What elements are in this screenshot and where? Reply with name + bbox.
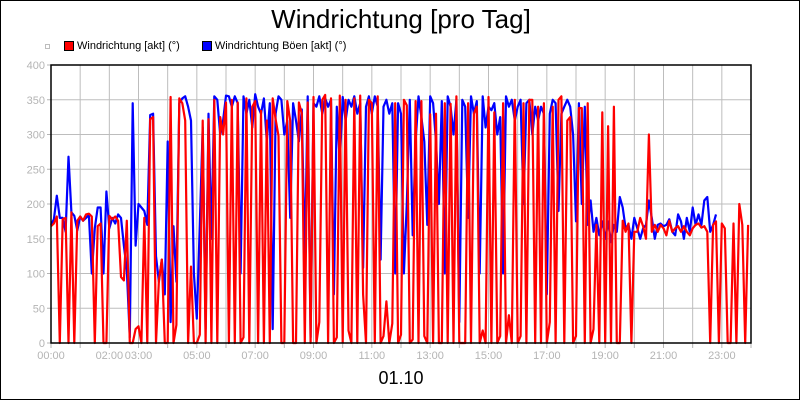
series-lines — [50, 93, 750, 345]
x-tick-label: 23:00 — [708, 350, 736, 362]
chart-title: Windrichtung [pro Tag] — [271, 4, 531, 34]
x-tick-label: 05:00 — [183, 350, 211, 362]
y-tick-label: 200 — [27, 199, 45, 211]
legend: Windrichtung [akt] (°) Windrichtung Böen… — [45, 39, 368, 53]
y-tick-label: 100 — [27, 269, 45, 281]
axes: 0 50 100 150 200 250 300 350 400 00:00 02:00 03:00 0… — [27, 60, 752, 362]
x-tick-label: 11:00 — [358, 350, 385, 362]
legend-label: Windrichtung [akt] (°) — [77, 40, 180, 52]
legend-label: Windrichtung Böen [akt] (°) — [214, 40, 347, 52]
legend-marker-icon — [45, 43, 50, 49]
blue-swatch-icon — [201, 41, 212, 51]
legend-item-windrichtung: Windrichtung [akt] (°) — [64, 40, 180, 52]
x-tick-label: 17:00 — [533, 350, 561, 362]
x-axis-date-label: 01.10 — [378, 368, 424, 388]
x-tick-label: 02:00 — [96, 350, 124, 362]
legend-item-boeen: Windrichtung Böen [akt] (°) — [201, 40, 347, 52]
y-tick-label: 150 — [27, 234, 45, 246]
x-tick-label: 03:00 — [125, 350, 153, 362]
x-tick-label: 19:00 — [591, 350, 619, 362]
y-tick-label: 50 — [33, 303, 45, 315]
x-tick-label: 07:00 — [241, 350, 269, 362]
x-tick-label: 00:00 — [37, 350, 65, 362]
y-tick-label: 400 — [27, 60, 45, 72]
x-tick-label: 15:00 — [475, 350, 503, 362]
y-tick-label: 250 — [27, 164, 45, 176]
x-tick-label: 09:00 — [300, 350, 328, 362]
plot-frame — [50, 64, 752, 344]
x-tick-label: 21:00 — [650, 350, 678, 362]
y-tick-label: 350 — [27, 95, 45, 107]
x-tick-label: 13:00 — [416, 350, 444, 362]
y-tick-label: 0 — [39, 338, 45, 350]
y-tick-label: 300 — [27, 130, 45, 142]
red-swatch-icon — [64, 41, 74, 51]
